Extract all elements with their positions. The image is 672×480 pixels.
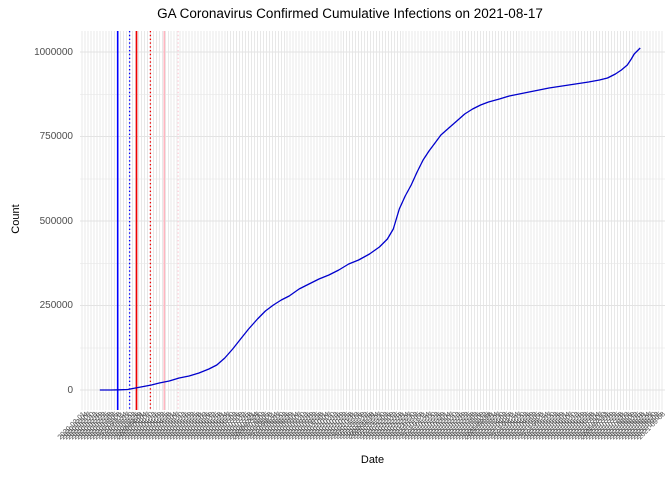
y-tick-label: 1000000 (34, 46, 73, 58)
chart-title: GA Coronavirus Confirmed Cumulative Infe… (157, 6, 543, 21)
line-chart (80, 31, 665, 410)
y-tick-label: 500000 (39, 215, 73, 227)
x-axis-title: Date (360, 454, 385, 466)
y-tick-label: 750000 (39, 131, 73, 142)
y-tick-label: 250000 (39, 300, 73, 311)
data-line (99, 47, 641, 391)
x-axis-ticks: 2020-02-01 2020-02-04 2020-02-07 2020-02-10… (57, 411, 667, 459)
y-tick-label: 0 (67, 384, 73, 396)
plot-panel (80, 31, 665, 410)
